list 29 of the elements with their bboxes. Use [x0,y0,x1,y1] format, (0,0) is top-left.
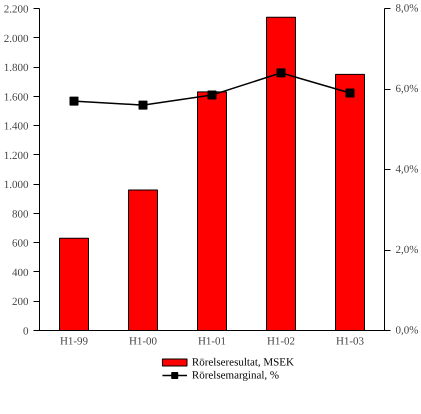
y2-tick-label: 4,0% [396,164,418,176]
point [346,88,354,98]
y-tick-label: 800 [12,208,29,220]
y-tick-label: 1.400 [4,120,29,133]
point [138,100,148,110]
x-tick-label: H1-99 [60,336,89,348]
y2-tick-label: 6,0% [396,83,418,95]
x-tick-label: H1-02 [266,336,296,348]
legend-label: Rörelsemarginal, % [192,370,280,382]
y-tick-label: 2.200 [4,4,29,16]
y-tick-label: 1.000 [4,179,29,192]
y-tick-label: 1.200 [4,150,29,162]
y2-tick-label: 8,0% [396,2,418,14]
y-tick-label: 0 [23,326,29,338]
legend-label: Rörelseresultat, MSEK [192,356,294,368]
x-tick-label: H1-01 [198,336,226,348]
y2-tick-label: 0,0% [396,324,418,336]
point [208,90,216,100]
y-tick-label: 1.800 [4,62,29,74]
point [276,68,286,78]
x-tick-label: H1-03 [336,336,365,348]
y-tick-label: 1.600 [4,91,29,104]
y2-tick-label: 2,0% [396,244,418,256]
point [70,96,78,106]
y-tick-label: 200 [12,296,29,308]
y-tick-label: 400 [12,266,29,279]
y-tick-label: 600 [12,238,29,250]
x-tick-label: H1-00 [128,336,158,348]
y-tick-label: 2.000 [4,32,29,45]
